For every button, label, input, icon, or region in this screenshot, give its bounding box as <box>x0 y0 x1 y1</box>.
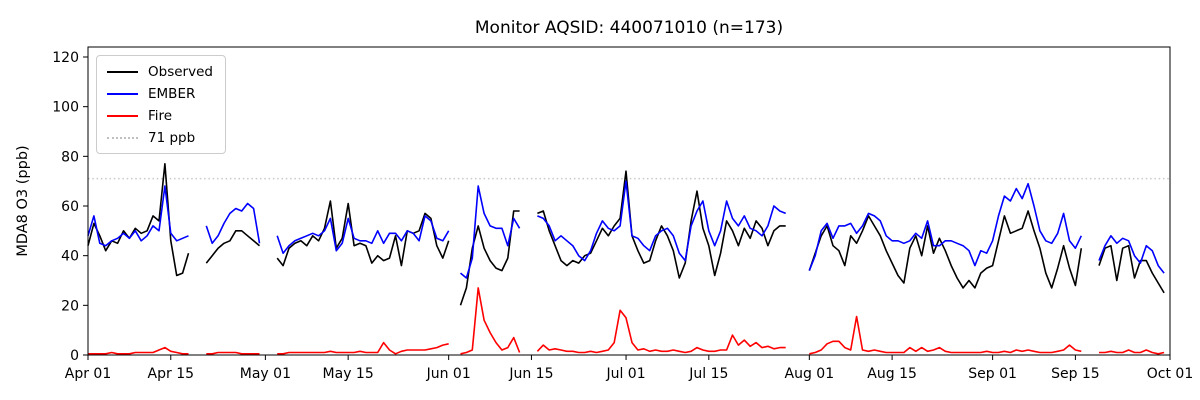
x-tick-label: Jun 01 <box>426 366 471 382</box>
series-line-observed <box>87 163 1165 306</box>
series-line-fire <box>88 287 1165 355</box>
x-tick-label: May 01 <box>240 366 291 382</box>
x-tick-label: Apr 01 <box>65 366 111 382</box>
x-tick-label: Jun 15 <box>508 366 553 382</box>
x-tick-label: Oct 01 <box>1147 366 1193 382</box>
y-tick-label: 60 <box>61 199 79 215</box>
x-tick-label: Sep 15 <box>1051 366 1100 382</box>
x-tick-label: Jul 01 <box>605 366 645 382</box>
y-tick-label: 40 <box>61 249 79 265</box>
x-tick-label: Jul 15 <box>688 366 728 382</box>
axes-border <box>87 46 1171 356</box>
y-tick-label: 100 <box>52 100 79 116</box>
legend-item-71-ppb: 71 ppb <box>107 129 213 146</box>
y-axis-label: MDA8 O3 (ppb) <box>15 145 31 256</box>
legend-swatch-71-ppb <box>107 136 138 139</box>
legend-label: Fire <box>148 107 173 124</box>
y-tick-label: 120 <box>52 50 79 66</box>
legend-item-observed: Observed <box>107 63 213 80</box>
legend-item-fire: Fire <box>107 107 213 124</box>
y-tick-label: 20 <box>61 298 79 314</box>
chart-title: Monitor AQSID: 440071010 (n=173) <box>475 18 783 38</box>
series-layer <box>87 163 1165 355</box>
legend-swatch-ember <box>107 92 138 95</box>
legend-swatch-fire <box>107 114 138 117</box>
x-tick-label: Apr 15 <box>148 366 194 382</box>
legend-label: EMBER <box>148 85 196 102</box>
x-axis: Apr 01 Apr 15 May 01 May 15 Jun 01 Jun 15 Jul … <box>65 355 1193 382</box>
y-tick-label: 0 <box>70 348 79 364</box>
legend-item-ember: EMBER <box>107 85 213 102</box>
y-axis: 0 20 40 60 80 100 120 <box>52 50 88 364</box>
plot-frame <box>87 46 1171 356</box>
legend-label: Observed <box>148 63 213 80</box>
x-tick-label: Aug 01 <box>785 366 835 382</box>
legend-label: 71 ppb <box>148 129 196 146</box>
legend-box: Observed EMBER Fire 71 ppb <box>96 55 226 154</box>
x-tick-label: May 15 <box>323 366 374 382</box>
series-line-ember <box>87 180 1165 279</box>
x-tick-label: Sep 01 <box>968 366 1017 382</box>
y-tick-label: 80 <box>61 149 79 165</box>
legend-swatch-observed <box>107 70 138 73</box>
x-tick-label: Aug 15 <box>867 366 917 382</box>
